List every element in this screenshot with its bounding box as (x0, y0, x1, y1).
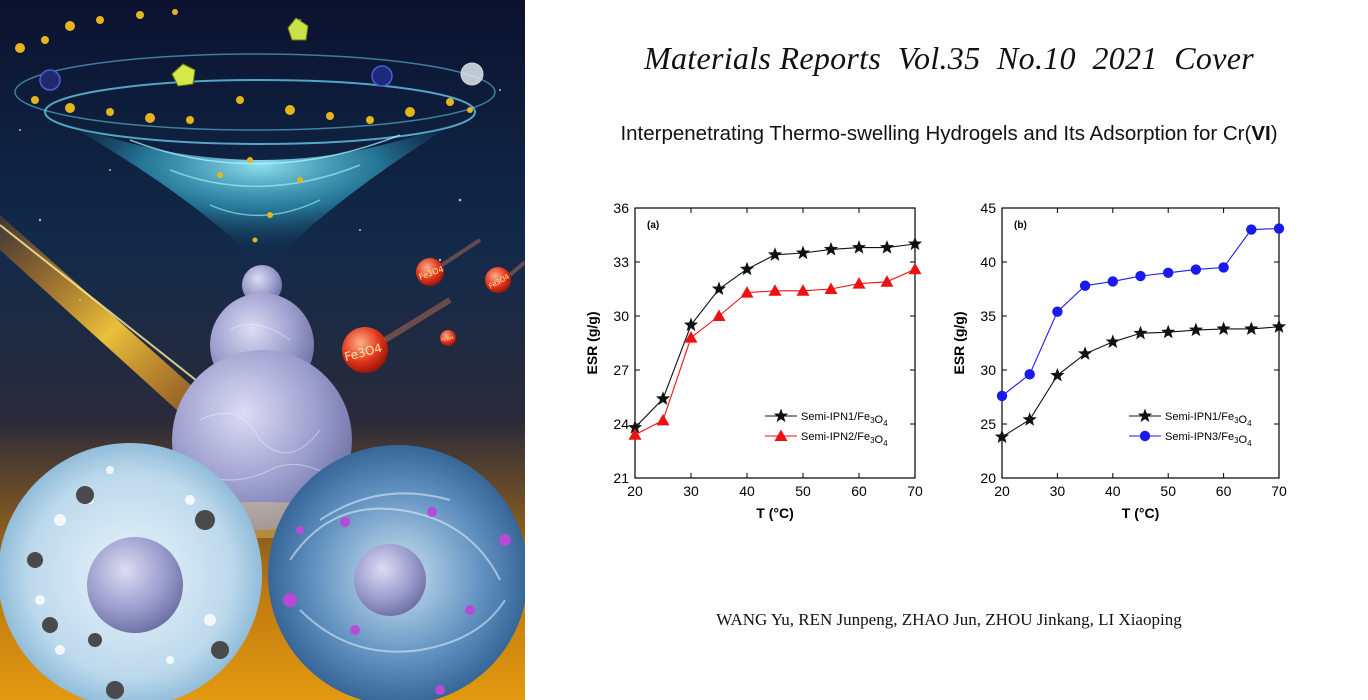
legend-marker (1139, 430, 1151, 442)
x-tick-label: 70 (1271, 483, 1287, 499)
data-point (880, 275, 894, 287)
data-point (1077, 346, 1093, 360)
x-tick-label: 70 (907, 483, 923, 499)
data-point (851, 240, 867, 254)
data-point (1163, 267, 1174, 278)
data-point (683, 317, 699, 332)
data-point (712, 309, 726, 321)
y-tick-label: 30 (613, 308, 629, 324)
data-point (796, 284, 810, 296)
data-point (1271, 319, 1287, 333)
legend-marker (774, 429, 788, 441)
series-line (1001, 227, 1280, 397)
x-tick-label: 30 (1050, 483, 1066, 499)
data-point (1107, 276, 1118, 287)
data-point (655, 391, 671, 405)
x-tick-label: 40 (739, 483, 755, 499)
y-tick-label: 24 (613, 416, 629, 432)
y-tick-label: 33 (613, 254, 629, 270)
x-tick-label: 60 (851, 483, 867, 499)
series-line (634, 243, 916, 428)
data-point (1135, 270, 1146, 282)
x-axis-label: T (°C) (756, 505, 793, 521)
data-point (1273, 223, 1285, 234)
article-title: Interpenetrating Thermo-swelling Hydroge… (530, 122, 1368, 146)
y-tick-label: 21 (613, 470, 629, 486)
plot-frame (634, 207, 916, 479)
x-tick-label: 50 (1160, 483, 1176, 499)
data-point (1244, 321, 1259, 336)
authors: WANG Yu, REN Junpeng, ZHAO Jun, ZHOU Jin… (716, 610, 1182, 629)
data-point (767, 247, 783, 261)
data-point (1190, 264, 1202, 275)
data-point (711, 281, 727, 296)
data-point (1188, 322, 1204, 337)
legend-label: Semi-IPN3/Fe3O4 (1165, 431, 1252, 448)
x-tick-label: 50 (795, 483, 811, 499)
fe3o4-art-label: Fe3O4 (441, 335, 455, 342)
data-point (656, 413, 670, 426)
y-axis-label: ESR (g/g) (584, 312, 600, 375)
data-point (907, 236, 923, 251)
esr-charts: 20 30 40 50 60 70 21 24 27 30 33 36 T (°C) ESR (g/g) (… (584, 200, 1287, 521)
y-tick-label: 36 (613, 200, 629, 216)
data-point (1105, 334, 1120, 348)
data-point (739, 261, 755, 276)
x-tick-label: 40 (1105, 483, 1121, 499)
cover-illustration: Fe3O4 Fe3O4 Fe3O4 Fe3O4 (0, 0, 525, 700)
data-point (879, 240, 895, 254)
data-point (627, 420, 643, 434)
legend-label: Semi-IPN1/Fe3O4 (801, 411, 888, 428)
data-point (824, 282, 838, 294)
data-point (1133, 325, 1148, 340)
chart-panel-b: 20 30 40 50 60 70 20 25 30 35 40 45 T (°C) ESR (g/g) (… (951, 200, 1287, 521)
data-point (908, 262, 922, 275)
y-tick-label: 35 (980, 308, 996, 324)
x-tick-label: 30 (683, 483, 699, 499)
legend-marker (1137, 408, 1153, 423)
chart-panel-a: 20 30 40 50 60 70 21 24 27 30 33 36 T (°C) ESR (g/g) (… (584, 200, 923, 521)
legend-marker (773, 408, 789, 423)
y-tick-label: 30 (980, 362, 996, 378)
y-tick-label: 20 (980, 470, 996, 486)
data-point (1218, 262, 1229, 273)
data-point (1079, 280, 1091, 291)
y-tick-label: 27 (613, 362, 629, 378)
data-point (852, 277, 866, 289)
y-tick-label: 25 (980, 416, 996, 432)
data-point (740, 286, 754, 298)
article-title-close: ) (1270, 122, 1278, 145)
data-point (1052, 306, 1063, 317)
article-title-text: Interpenetrating Thermo-swelling Hydroge… (620, 122, 1252, 145)
data-point (1216, 321, 1231, 336)
panel-label: (b) (1014, 220, 1027, 231)
data-point (823, 241, 839, 256)
data-point (1022, 412, 1037, 426)
x-tick-label: 20 (994, 483, 1010, 499)
plot-frame (1001, 207, 1280, 479)
page-title: Materials Reports Vol.35 No.10 2021 Cove… (644, 40, 1254, 76)
legend-label: Semi-IPN1/Fe3O4 (1165, 411, 1252, 428)
x-tick-label: 20 (627, 483, 643, 499)
data-point (994, 429, 1010, 444)
article-title-roman: VI (1251, 122, 1271, 145)
legend-label: Semi-IPN2/Fe3O4 (801, 431, 888, 448)
data-point (684, 331, 698, 343)
data-point (628, 428, 642, 440)
panel-label: (a) (647, 220, 659, 231)
y-tick-label: 40 (980, 254, 996, 270)
data-point (1050, 367, 1065, 382)
y-axis-label: ESR (g/g) (951, 312, 967, 375)
x-tick-label: 60 (1216, 483, 1232, 499)
x-axis-label: T (°C) (1122, 505, 1159, 521)
data-point (996, 390, 1008, 402)
y-tick-label: 45 (980, 200, 996, 216)
data-point (795, 245, 811, 260)
data-point (768, 284, 782, 296)
data-point (1161, 324, 1176, 339)
data-point (1246, 224, 1257, 235)
data-point (1024, 369, 1035, 380)
